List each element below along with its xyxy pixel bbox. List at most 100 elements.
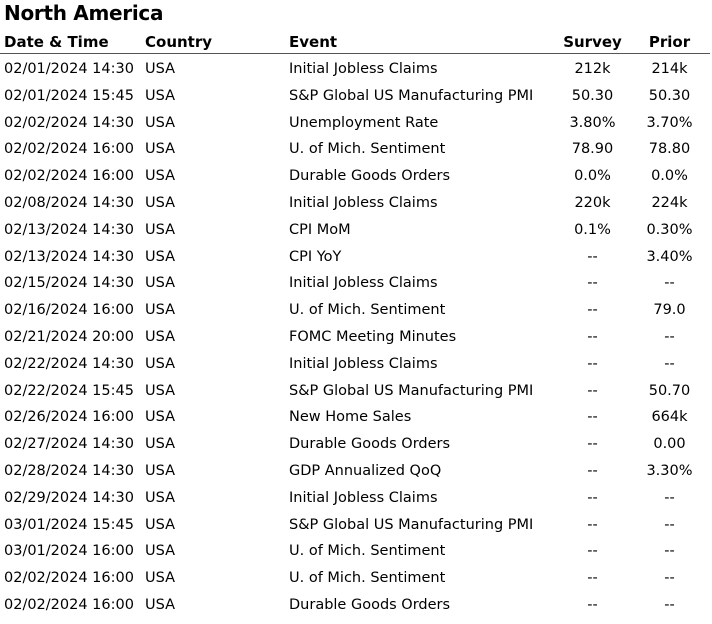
table-row: 02/02/2024 16:00 USA Durable Goods Orders 0… — [0, 163, 710, 190]
cell-event: Initial Jobless Claims — [289, 489, 438, 506]
cell-event: U. of Mich. Sentiment — [289, 141, 446, 158]
cell-country: USA — [145, 409, 176, 426]
cell-date: 02/13/2024 14:30 — [4, 248, 134, 265]
cell-country: USA — [145, 543, 176, 560]
cell-event: U. of Mich. Sentiment — [289, 543, 446, 560]
cell-country: USA — [145, 194, 176, 211]
cell-survey: 0.1% — [574, 221, 611, 238]
table-row: 02/01/2024 14:30 USA Initial Jobless Claim… — [0, 56, 710, 83]
cell-prior: 50.70 — [648, 382, 691, 399]
cell-date: 02/26/2024 16:00 — [4, 409, 134, 426]
cell-country: USA — [145, 355, 176, 372]
cell-date: 02/02/2024 16:00 — [4, 570, 134, 587]
table-row: 02/13/2024 14:30 USA CPI YoY -- 3.40% — [0, 244, 710, 271]
cell-prior: 0.30% — [646, 221, 693, 238]
cell-event: U. of Mich. Sentiment — [289, 570, 446, 587]
cell-survey: -- — [587, 248, 598, 265]
cell-prior: 0.0% — [651, 168, 688, 185]
cell-date: 02/08/2024 14:30 — [4, 194, 134, 211]
cell-prior: 3.40% — [646, 248, 693, 265]
cell-date: 02/02/2024 14:30 — [4, 114, 134, 131]
table-row: 03/01/2024 16:00 USA U. of Mich. Sentiment… — [0, 538, 710, 565]
cell-prior: 3.30% — [646, 462, 693, 479]
cell-survey: -- — [587, 516, 598, 533]
cell-event: Initial Jobless Claims — [289, 61, 438, 77]
cell-prior: -- — [664, 570, 675, 587]
cell-event: Durable Goods Orders — [289, 168, 451, 185]
cell-event: S&P Global US Manufacturing PMI — [289, 87, 534, 104]
table-row: 02/13/2024 14:30 USA CPI MoM 0.1% 0.30% — [0, 217, 710, 244]
cell-country: USA — [145, 114, 176, 131]
cell-event: Unemployment Rate — [289, 114, 439, 131]
cell-survey: -- — [587, 436, 598, 453]
table-row: 02/02/2024 16:00 USA U. of Mich. Sentiment… — [0, 136, 710, 163]
cell-country: USA — [145, 141, 176, 158]
cell-survey: 3.80% — [569, 114, 616, 131]
cell-prior: -- — [664, 275, 675, 292]
cell-prior: 50.30 — [648, 87, 691, 104]
table-row: 02/27/2024 14:30 USA Durable Goods Orders -… — [0, 431, 710, 458]
cell-prior: -- — [664, 328, 675, 345]
cell-event: Initial Jobless Claims — [289, 194, 438, 211]
table-row: 02/08/2024 14:30 USA Initial Jobless Claim… — [0, 190, 710, 217]
cell-event: Initial Jobless Claims — [289, 275, 438, 292]
table-row: 02/01/2024 15:45 USA S&P Global US Manufac… — [0, 83, 710, 110]
cell-date: 02/28/2024 14:30 — [4, 462, 134, 479]
cell-prior: -- — [664, 543, 675, 560]
cell-survey: 212k — [574, 61, 611, 77]
cell-prior: 0.00 — [653, 436, 686, 453]
cell-event: FOMC Meeting Minutes — [289, 328, 457, 345]
cell-country: USA — [145, 382, 176, 399]
cell-prior: -- — [664, 355, 675, 372]
cell-survey: -- — [587, 543, 598, 560]
cell-event: Durable Goods Orders — [289, 596, 451, 613]
cell-prior: 78.80 — [648, 141, 691, 158]
cell-country: USA — [145, 328, 176, 345]
table-row: 02/02/2024 14:30 USA Unemployment Rate 3.80… — [0, 110, 710, 137]
cell-survey: -- — [587, 302, 598, 319]
cell-survey: -- — [587, 570, 598, 587]
table-row: 02/29/2024 14:30 USA Initial Jobless Claim… — [0, 485, 710, 512]
cell-date: 03/01/2024 16:00 — [4, 543, 134, 560]
header-event: Event — [289, 33, 338, 51]
cell-prior: 79.0 — [653, 302, 686, 319]
cell-survey: -- — [587, 355, 598, 372]
cell-country: USA — [145, 87, 176, 104]
header-date: Date & Time — [4, 33, 109, 51]
cell-event: CPI YoY — [289, 248, 342, 265]
cell-event: GDP Annualized QoQ — [289, 462, 442, 479]
header-prior: Prior — [648, 33, 691, 51]
cell-survey: -- — [587, 328, 598, 345]
cell-date: 02/01/2024 15:45 — [4, 87, 134, 104]
cell-prior: -- — [664, 489, 675, 506]
cell-prior: 224k — [651, 194, 688, 211]
cell-country: USA — [145, 302, 176, 319]
cell-country: USA — [145, 168, 176, 185]
cell-country: USA — [145, 462, 176, 479]
cell-survey: -- — [587, 489, 598, 506]
table-row: 03/01/2024 15:45 USA S&P Global US Manufac… — [0, 512, 710, 539]
cell-survey: 78.90 — [571, 141, 614, 158]
cell-date: 02/15/2024 14:30 — [4, 275, 134, 292]
cell-event: Durable Goods Orders — [289, 436, 451, 453]
cell-event: New Home Sales — [289, 409, 412, 426]
cell-date: 02/13/2024 14:30 — [4, 221, 134, 238]
cell-date: 02/27/2024 14:30 — [4, 436, 134, 453]
cell-survey: -- — [587, 462, 598, 479]
cell-date: 02/29/2024 14:30 — [4, 489, 134, 506]
table-row: 02/15/2024 14:30 USA Initial Jobless Claim… — [0, 270, 710, 297]
header-country: Country — [145, 33, 213, 51]
cell-prior: -- — [664, 596, 675, 613]
cell-survey: 220k — [574, 194, 611, 211]
header-survey: Survey — [563, 33, 622, 51]
table-row: 02/28/2024 14:30 USA GDP Annualized QoQ -- 3… — [0, 458, 710, 485]
table-row: 02/02/2024 16:00 USA Durable Goods Orders -… — [0, 592, 710, 619]
cell-date: 02/02/2024 16:00 — [4, 168, 134, 185]
cell-country: USA — [145, 596, 176, 613]
cell-survey: -- — [587, 596, 598, 613]
cell-country: USA — [145, 61, 176, 77]
cell-event: S&P Global US Manufacturing PMI — [289, 382, 534, 399]
table-row: 02/02/2024 16:00 USA U. of Mich. Sentiment… — [0, 565, 710, 592]
cell-survey: -- — [587, 275, 598, 292]
cell-date: 02/02/2024 16:00 — [4, 141, 134, 158]
